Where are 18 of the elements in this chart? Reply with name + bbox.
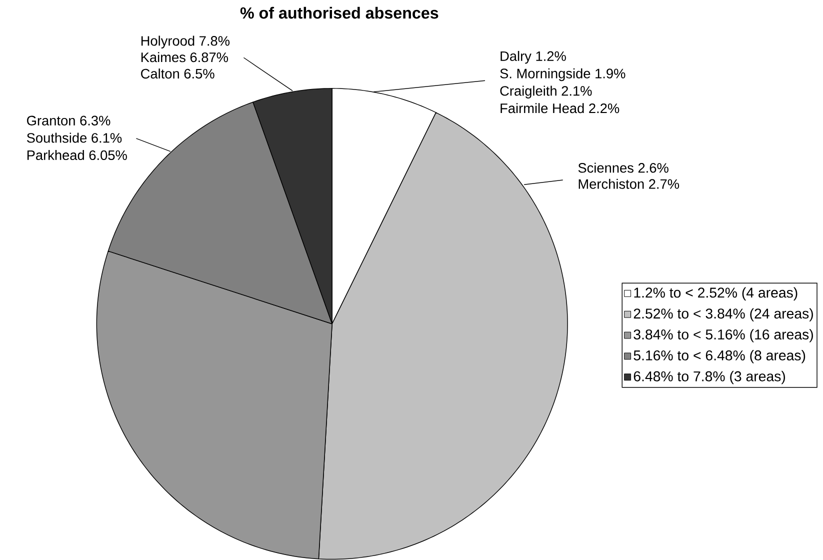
text: Fairmile Head 2.2% (500, 103, 620, 114)
text: Southside 6.1% (26, 132, 122, 143)
legend-label: 1.2% to < 2.52% (4 areas) (634, 287, 798, 301)
text: Sciennes 2.6% (578, 162, 668, 173)
text: Merchiston 2.7% (578, 178, 680, 189)
text: S. Morningside 1.9% (500, 68, 626, 82)
text: Craigleith 2.1% (500, 86, 592, 99)
text: Kaimes 6.87% (141, 52, 228, 62)
legend-label: 2.52% to < 3.84% (24 areas) (634, 308, 813, 322)
text: Granton 6.3% (27, 116, 110, 126)
text: Dalry 1.2% (500, 51, 566, 64)
legend-label: 3.84% to < 5.16% (16 areas) (634, 329, 813, 342)
text: Calton 6.5% (141, 68, 214, 79)
text: Holyrood 7.8% (141, 36, 230, 49)
chart-title: % of authorised absences (240, 6, 438, 19)
legend-label: 6.48% to 7.8% (3 areas) (634, 371, 786, 384)
text: Parkhead 6.05% (27, 150, 127, 160)
legend-label: 5.16% to < 6.48% (8 areas) (634, 350, 806, 364)
